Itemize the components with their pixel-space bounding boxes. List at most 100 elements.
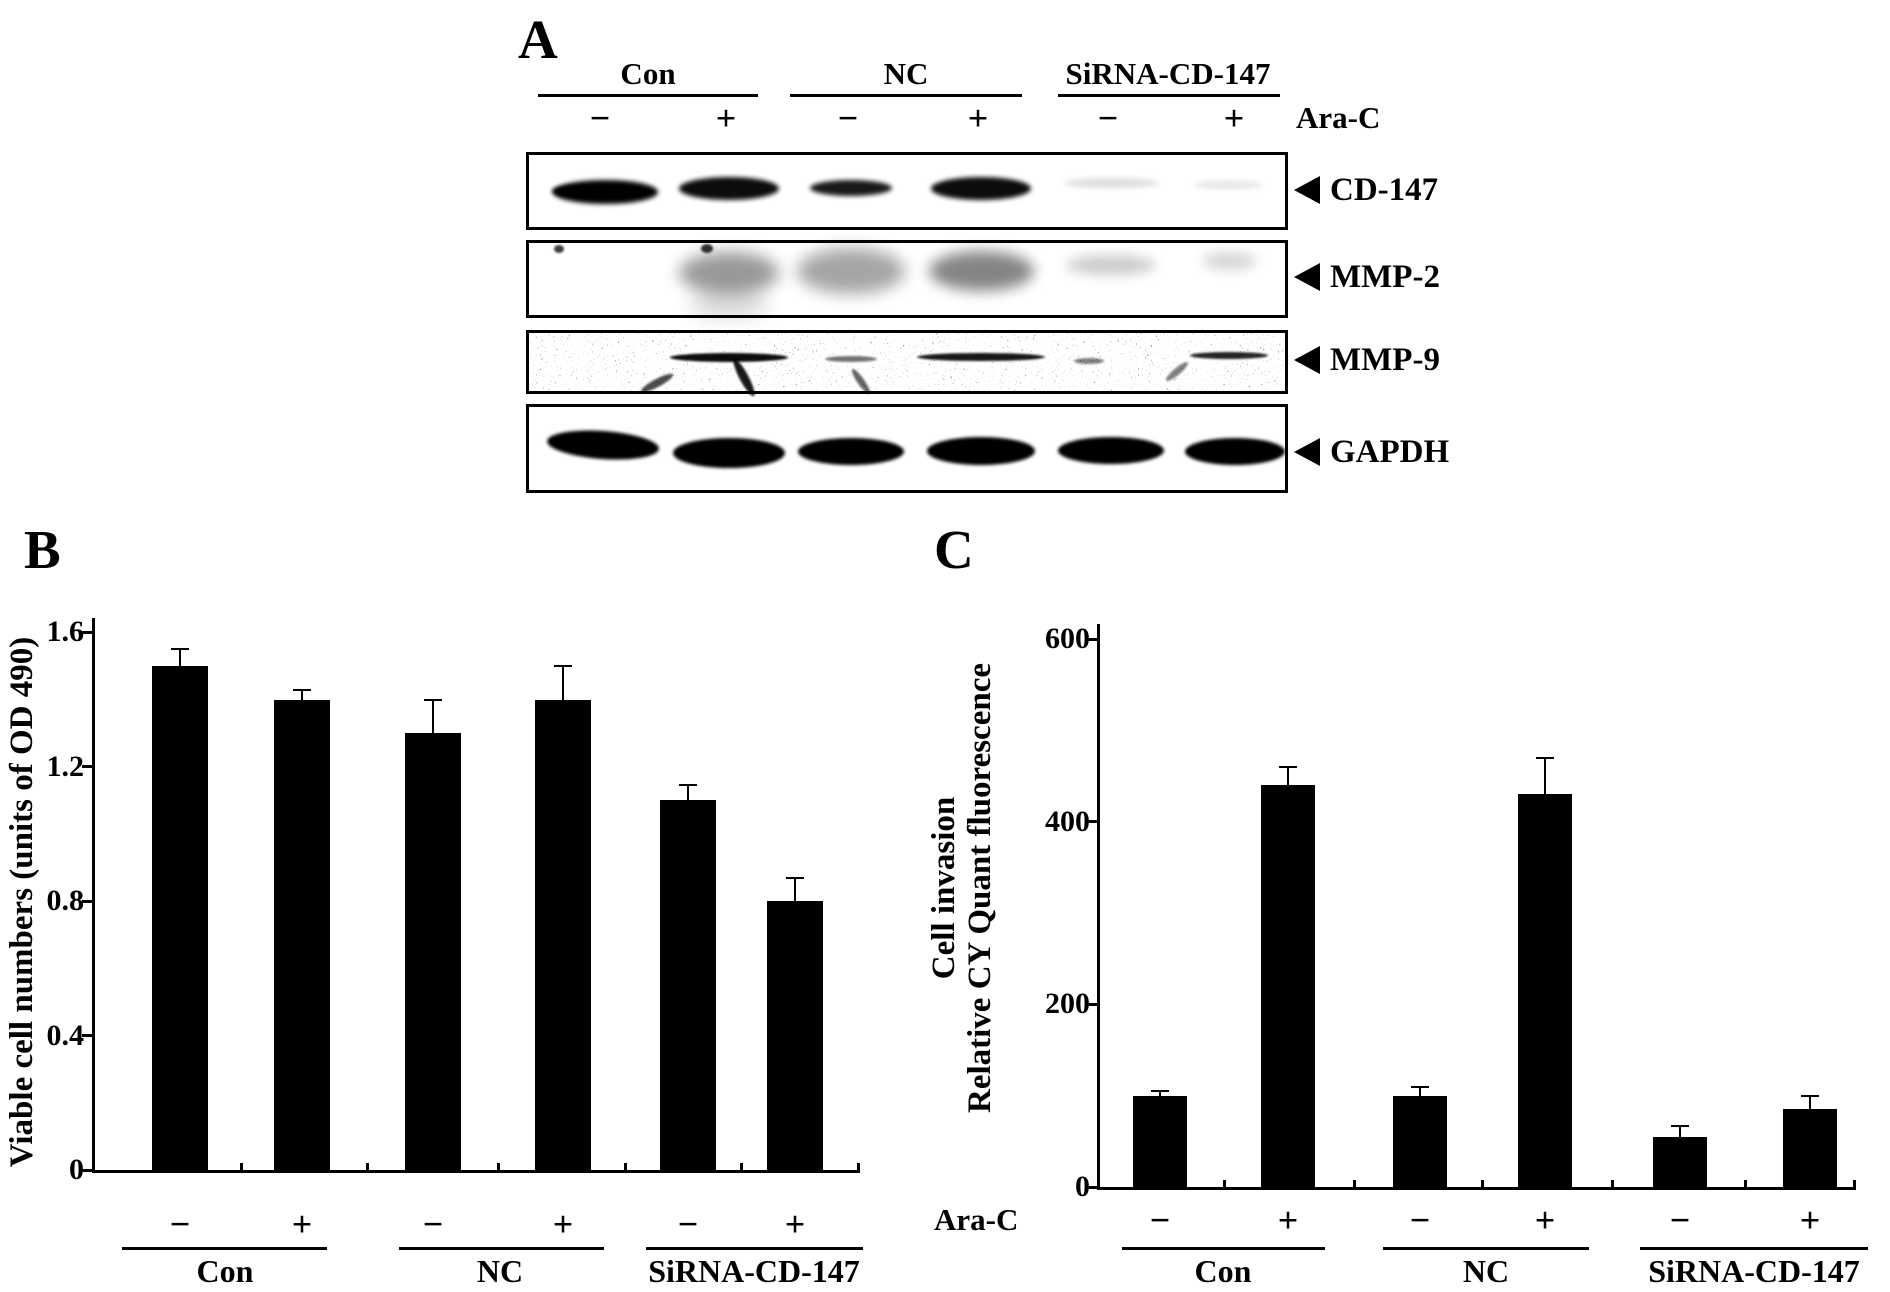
panel-a-group-underline-nc <box>790 94 1022 97</box>
chart-c-group-label: NC <box>1462 1253 1510 1289</box>
panel-a-group-underline-con <box>538 94 758 97</box>
panel-a-lane-sign: + <box>967 98 989 138</box>
chart-c-bar <box>1653 1136 1707 1187</box>
chart-b-lane-tick <box>496 1163 500 1173</box>
chart-c-error-cap <box>1411 1085 1429 1088</box>
chart-b-error-cap <box>554 665 572 667</box>
chart-c-y-tick-label: 600 <box>1045 622 1090 656</box>
blot-band-gapdh <box>673 438 785 468</box>
chart-b-lane-tick <box>366 1163 369 1173</box>
panel-a-lane-sign: − <box>837 98 859 138</box>
chart-c-error-bar <box>1679 1125 1681 1137</box>
chart-c-group-overline <box>1122 1247 1325 1250</box>
blot-band-mmp-9 <box>1074 358 1104 364</box>
chart-c-ylabel-line2: Relative CY Quant fluorescence <box>962 663 998 1113</box>
chart-b-bar <box>152 666 208 1170</box>
chart-b-y-tick-label: 0.8 <box>46 884 85 918</box>
chart-c-y-tick <box>1087 1002 1100 1006</box>
chart-b-x-sign: − <box>677 1204 699 1244</box>
chart-b-group-overline <box>399 1247 604 1250</box>
chart-c-y-tick-label: 400 <box>1045 804 1090 838</box>
chart-b-x-sign: + <box>784 1204 806 1244</box>
chart-b-error-bar <box>301 689 303 700</box>
chart-b-bar <box>660 800 716 1170</box>
chart-c-y-tick <box>1087 820 1100 824</box>
panel-a-label: A <box>518 9 558 70</box>
chart-b-x-sign: + <box>552 1204 574 1244</box>
blot-band-mmp-2 <box>1201 252 1257 270</box>
arrowhead-icon <box>1294 346 1320 374</box>
chart-b-y-tick <box>82 1034 95 1038</box>
chart-c-group-overline <box>1383 1247 1589 1250</box>
chart-b-y-tick <box>82 765 95 769</box>
chart-b-x-axis <box>92 1170 860 1173</box>
chart-b-y-tick-label: 0 <box>69 1153 84 1186</box>
chart-c-error-bar <box>1159 1091 1161 1096</box>
blot-band-mmp-2 <box>679 252 779 294</box>
blot-band-gapdh <box>798 437 904 465</box>
chart-c-group-overline <box>1640 1247 1868 1250</box>
chart-c-x-sign: − <box>1149 1200 1171 1240</box>
blot-box-gapdh <box>526 404 1288 493</box>
blot-row-label-cd-147: CD-147 <box>1330 172 1439 208</box>
mmp9-noise-texture <box>529 333 1285 391</box>
blot-band-gapdh <box>1185 437 1285 465</box>
chart-c-bar <box>1783 1109 1837 1187</box>
chart-c-y-tick <box>1087 637 1100 641</box>
chart-c-error-cap <box>1151 1090 1169 1093</box>
chart-b-lane-tick <box>239 1163 243 1173</box>
blot-band-mmp-9 <box>670 352 788 362</box>
chart-c-y-tick-label: 200 <box>1045 987 1090 1021</box>
chart-b-y-tick <box>82 1168 95 1172</box>
chart-c-y-axis <box>1097 624 1100 1190</box>
panel-a-lane-sign: − <box>1097 98 1119 138</box>
chart-c-x-sign: + <box>1277 1200 1299 1240</box>
chart-c-y-tick-label: 0 <box>1075 1170 1090 1203</box>
chart-c-error-bar <box>1544 757 1546 795</box>
panel-a-lane-sign: + <box>1223 98 1245 138</box>
chart-b-lane-tick <box>740 1163 743 1173</box>
chart-c-bar <box>1133 1095 1187 1187</box>
chart-c-error-cap <box>1279 766 1297 769</box>
chart-c-x-axis <box>1097 1187 1856 1190</box>
chart-c-x-sign: + <box>1799 1200 1821 1240</box>
blot-box-mmp-2 <box>526 240 1288 318</box>
chart-b-error-cap <box>786 876 804 879</box>
chart-c-y-tick <box>1087 1185 1100 1189</box>
panel-b-label: B <box>24 519 61 580</box>
chart-b-y-axis <box>92 618 95 1173</box>
chart-b-x-sign: − <box>169 1204 191 1244</box>
panel-a-group-header-sirna: SiRNA-CD-147 <box>1065 56 1271 91</box>
blot-band-gapdh <box>546 427 660 463</box>
blot-band-cd-147 <box>931 176 1031 200</box>
blot-box-cd-147 <box>526 152 1288 230</box>
chart-b-error-cap <box>424 698 442 701</box>
chart-b-error-bar <box>432 699 434 734</box>
chart-b-bar <box>767 901 823 1170</box>
chart-b-lane-tick <box>624 1163 627 1173</box>
blot-row-label-mmp-2: MMP-2 <box>1330 259 1440 295</box>
arrowhead-icon <box>1294 438 1320 466</box>
blot-band-mmp-2 <box>554 245 564 253</box>
chart-b-lane-tick <box>857 1163 860 1173</box>
chart-c-group-label: SiRNA-CD-147 <box>1648 1253 1860 1289</box>
blot-band-mmp-2 <box>797 248 905 294</box>
chart-b-y-tick-label: 0.4 <box>46 1018 85 1052</box>
blot-band-cd-147 <box>552 180 658 204</box>
chart-b-ylabel: Viable cell numbers (units of OD 490) <box>4 636 40 1168</box>
blot-band-cd-147 <box>810 180 892 196</box>
blot-row-label-gapdh: GAPDH <box>1330 434 1450 470</box>
chart-b-y-tick <box>82 630 95 634</box>
chart-c-x-sign: − <box>1409 1200 1431 1240</box>
blot-box-mmp-9 <box>526 330 1288 398</box>
panel-a-group-header-con: Con <box>620 56 676 91</box>
chart-c-group-label: Con <box>1194 1253 1252 1289</box>
chart-c-bar <box>1261 785 1315 1187</box>
blot-band-mmp-9 <box>825 356 877 362</box>
chart-c-error-cap <box>1671 1124 1689 1127</box>
chart-c-ylabel-line1: Cell invasion <box>926 796 962 980</box>
chart-c-error-bar <box>1419 1086 1421 1096</box>
chart-c-error-cap <box>1536 756 1554 759</box>
chart-c-lane-tick <box>1481 1180 1484 1190</box>
